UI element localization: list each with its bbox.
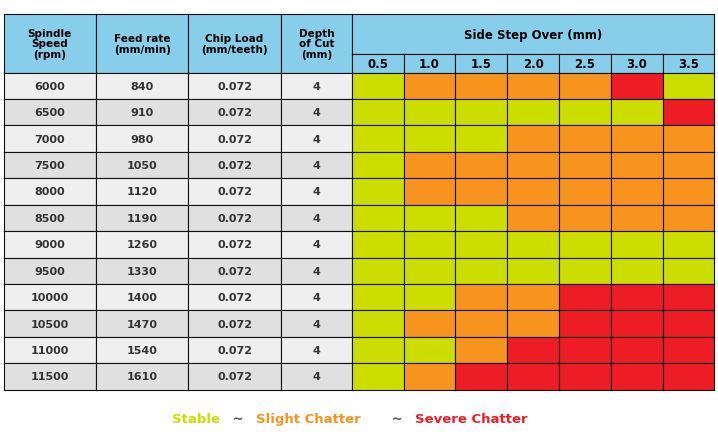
Text: 1610: 1610 [126,372,158,381]
Text: 3.5: 3.5 [678,58,699,71]
Text: 1190: 1190 [126,213,158,223]
Text: Spindle
Speed
(rpm): Spindle Speed (rpm) [28,28,72,60]
Text: 0.072: 0.072 [217,372,252,381]
Text: 0.072: 0.072 [217,161,252,171]
Text: 980: 980 [131,134,154,144]
Text: 1.5: 1.5 [471,58,492,71]
Text: 0.5: 0.5 [368,58,388,71]
Text: Severe Chatter: Severe Chatter [415,412,528,425]
Text: Side Step Over (mm): Side Step Over (mm) [464,28,602,42]
Text: 4: 4 [312,319,320,329]
Text: 9500: 9500 [34,266,65,276]
Text: 0.072: 0.072 [217,108,252,118]
Text: 11000: 11000 [31,345,69,355]
Text: 11500: 11500 [31,372,69,381]
Text: 4: 4 [312,161,320,171]
Text: 1330: 1330 [127,266,157,276]
Text: 0.072: 0.072 [217,240,252,250]
Text: 0.072: 0.072 [217,345,252,355]
Text: 840: 840 [131,81,154,92]
Text: 4: 4 [312,345,320,355]
Text: 8000: 8000 [34,187,65,197]
Text: 2.5: 2.5 [574,58,595,71]
Text: 1540: 1540 [127,345,158,355]
Text: 10500: 10500 [31,319,69,329]
Text: Chip Load
(mm/teeth): Chip Load (mm/teeth) [201,34,268,55]
Text: Feed rate
(mm/min): Feed rate (mm/min) [113,34,171,55]
Text: 0.072: 0.072 [217,213,252,223]
Text: 1400: 1400 [127,293,158,303]
Text: 7000: 7000 [34,134,65,144]
Text: 2.0: 2.0 [523,58,544,71]
Text: 8500: 8500 [34,213,65,223]
Text: 0.072: 0.072 [217,293,252,303]
Text: 4: 4 [312,266,320,276]
Text: 4: 4 [312,293,320,303]
Text: 4: 4 [312,81,320,92]
Text: Slight Chatter: Slight Chatter [256,412,361,425]
Text: 0.072: 0.072 [217,266,252,276]
Text: 910: 910 [131,108,154,118]
Text: 0.072: 0.072 [217,187,252,197]
Text: 4: 4 [312,372,320,381]
Text: 4: 4 [312,134,320,144]
Text: 1.0: 1.0 [419,58,440,71]
Text: 0.072: 0.072 [217,319,252,329]
Text: 6500: 6500 [34,108,65,118]
Text: 9000: 9000 [34,240,65,250]
Text: ~: ~ [228,412,248,425]
Text: 10000: 10000 [31,293,69,303]
Text: 4: 4 [312,240,320,250]
Text: 4: 4 [312,213,320,223]
Text: 1120: 1120 [127,187,158,197]
Text: 4: 4 [312,187,320,197]
Text: 4: 4 [312,108,320,118]
Text: 1470: 1470 [126,319,158,329]
Text: ~: ~ [387,412,407,425]
Text: Stable: Stable [172,412,220,425]
Text: 0.072: 0.072 [217,134,252,144]
Text: 6000: 6000 [34,81,65,92]
Text: Depth
of Cut
(mm): Depth of Cut (mm) [299,28,334,60]
Text: 1050: 1050 [127,161,157,171]
Text: 1260: 1260 [126,240,158,250]
Text: 0.072: 0.072 [217,81,252,92]
Text: 7500: 7500 [34,161,65,171]
Text: 3.0: 3.0 [626,58,647,71]
